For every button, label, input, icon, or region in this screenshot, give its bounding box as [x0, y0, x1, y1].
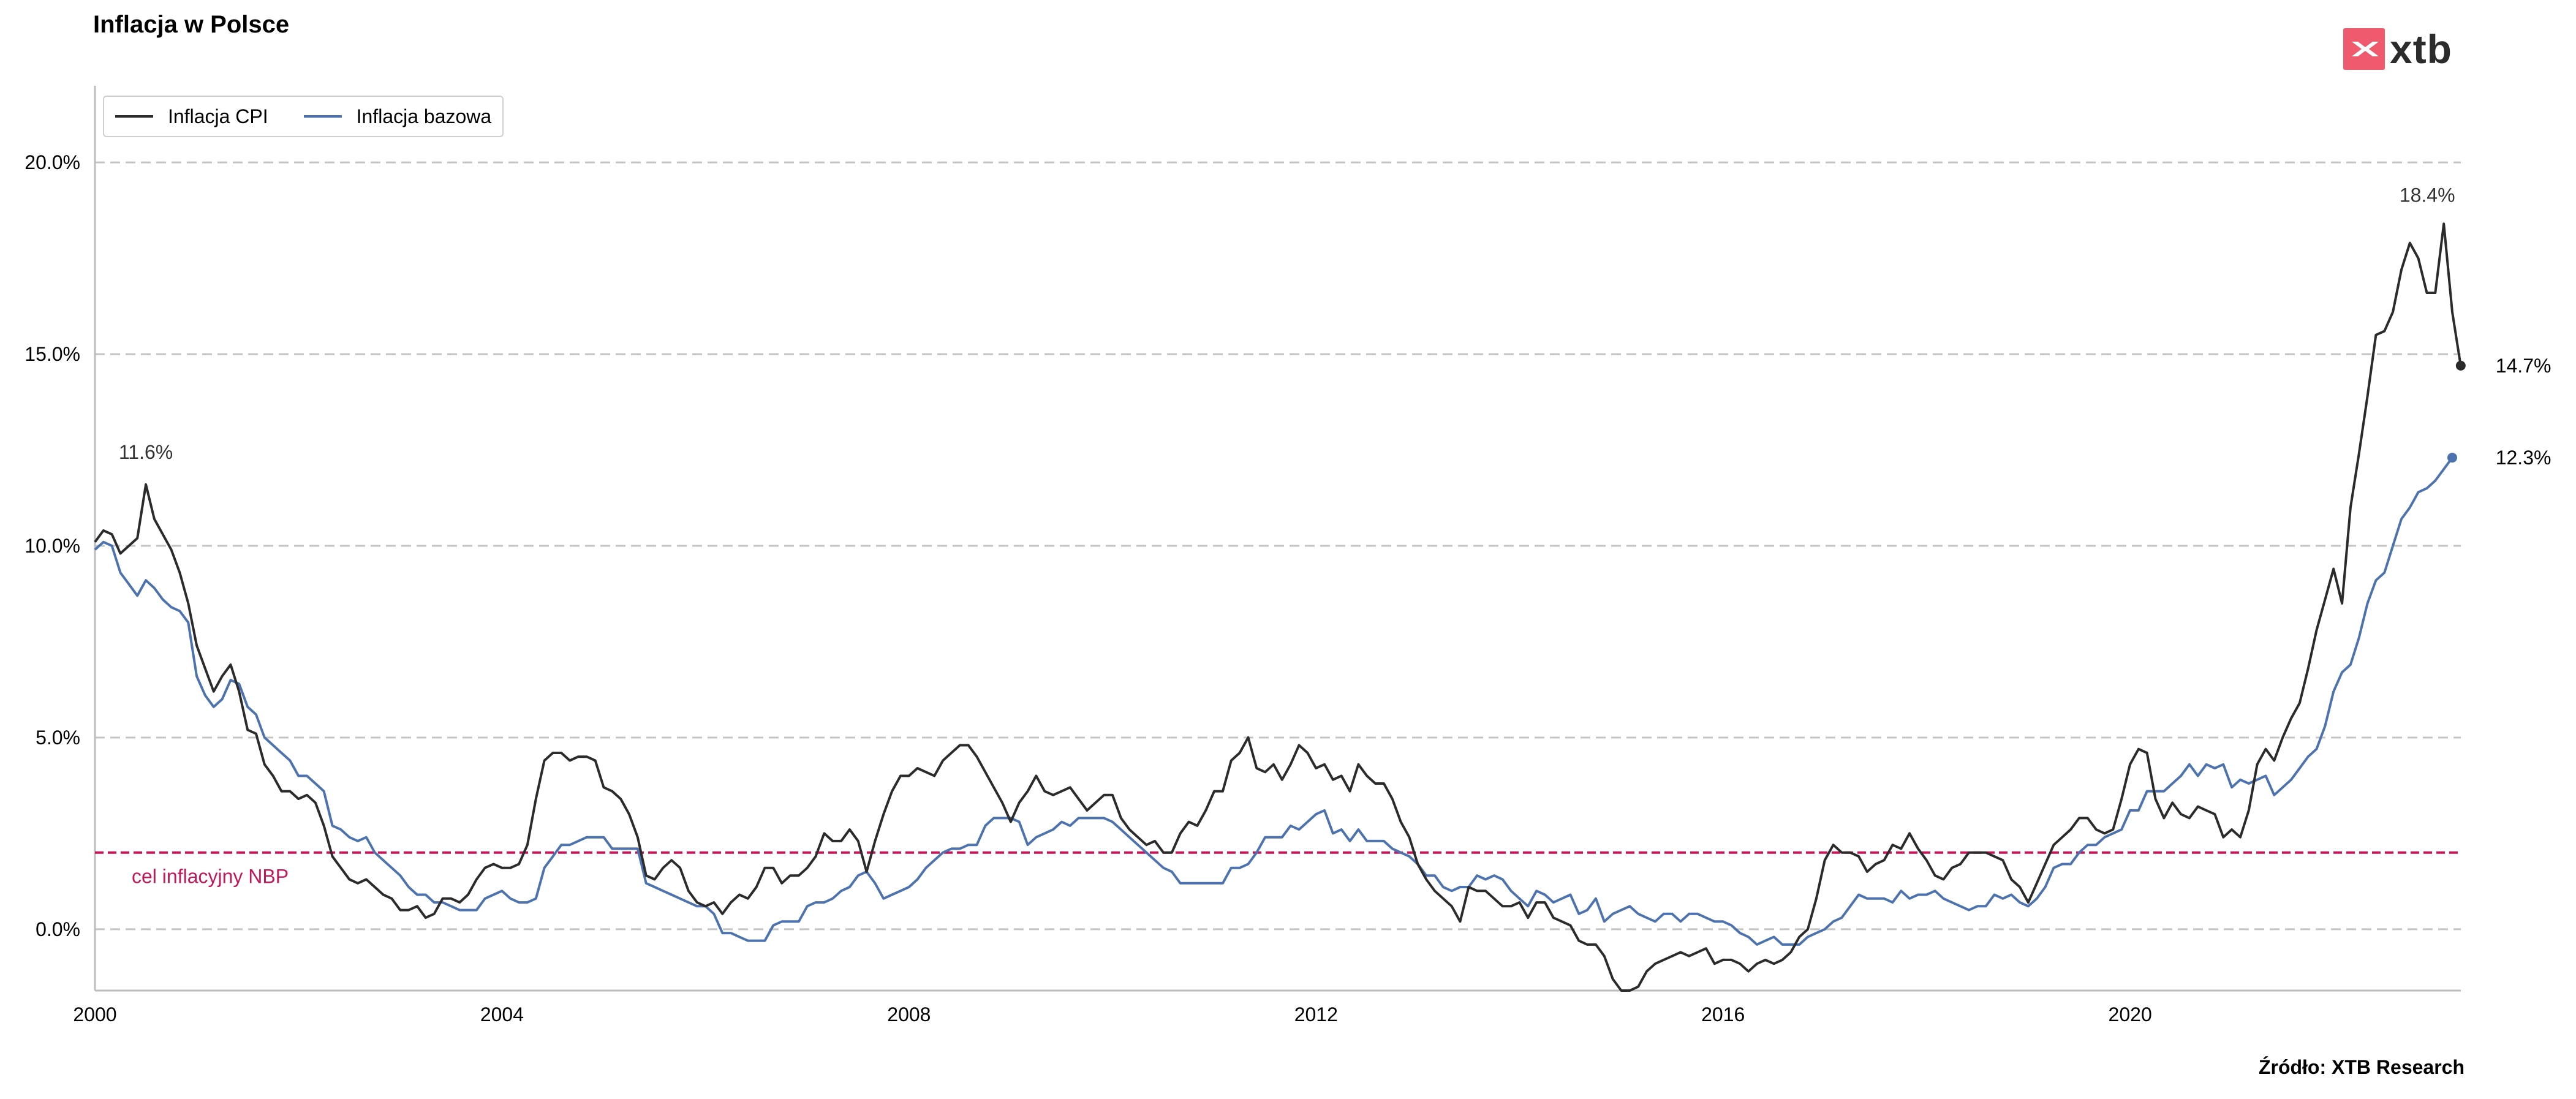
end-point-core — [2447, 453, 2458, 463]
x-tick-label: 2016 — [1701, 1003, 1745, 1025]
y-tick-label: 15.0% — [25, 343, 80, 365]
data-label: 12.3% — [2496, 447, 2551, 469]
series-line-core — [94, 456, 2453, 946]
xtb-logo-icon — [2343, 28, 2385, 70]
x-tick-labels: 2000 2004 2008 2012 2016 2020 — [73, 1003, 2151, 1025]
data-label: 11.6% — [119, 441, 173, 463]
end-point-cpi — [2455, 360, 2466, 371]
legend-label-core: Inflacja bazowa — [356, 105, 492, 127]
y-tick-label: 10.0% — [25, 535, 80, 557]
y-tick-labels: 0.0% 5.0% 10.0% 15.0% 20.0% — [25, 151, 80, 940]
x-tick-label: 2012 — [1294, 1003, 1338, 1025]
series-line-cpi — [94, 222, 2462, 992]
legend-swatch-core — [303, 115, 342, 118]
xtb-logo: xtb — [2343, 27, 2452, 71]
series-group — [94, 222, 2466, 992]
annotations: 11.6% 18.4% 14.7% 12.3% — [119, 184, 2551, 469]
legend-item-cpi: Inflacja CPI — [115, 105, 268, 128]
chart-title: Inflacja w Polsce — [93, 11, 290, 38]
nbp-target-label: cel inflacyjny NBP — [132, 866, 289, 888]
source-note: Źródło: XTB Research — [2258, 1056, 2465, 1078]
x-tick-label: 2000 — [73, 1003, 116, 1025]
grid-lines — [95, 161, 2461, 931]
y-tick-label: 5.0% — [36, 727, 80, 749]
x-tick-label: 2008 — [887, 1003, 931, 1025]
x-tick-label: 2004 — [480, 1003, 524, 1025]
legend-item-core: Inflacja bazowa — [303, 105, 492, 128]
x-tick-label: 2020 — [2109, 1003, 2152, 1025]
y-tick-label: 20.0% — [25, 151, 80, 173]
y-tick-label: 0.0% — [36, 918, 80, 940]
legend-swatch-cpi — [115, 115, 153, 118]
legend: Inflacja CPI Inflacja bazowa — [103, 96, 504, 137]
data-label: 18.4% — [2400, 184, 2455, 206]
data-label: 14.7% — [2496, 355, 2551, 377]
legend-label-cpi: Inflacja CPI — [168, 105, 268, 127]
xtb-logo-text: xtb — [2390, 26, 2452, 72]
